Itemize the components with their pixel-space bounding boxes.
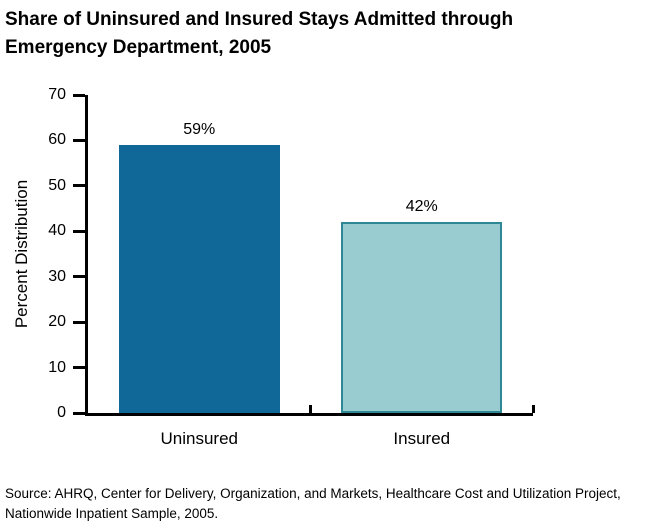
y-axis-tick-label: 70 <box>48 86 66 103</box>
y-axis-tick <box>73 229 85 233</box>
x-axis-tick <box>309 405 312 413</box>
y-axis-tick <box>73 93 85 97</box>
y-axis-tick <box>73 275 85 279</box>
bar-value-label: 42% <box>405 198 438 216</box>
source-note-line1: Source: AHRQ, Center for Delivery, Organ… <box>5 486 621 501</box>
y-axis-tick <box>73 184 85 188</box>
y-axis-tick-label: 30 <box>48 267 66 285</box>
y-axis-tick <box>73 138 85 142</box>
y-axis-tick <box>73 366 85 370</box>
y-axis-tick-label: 0 <box>57 404 66 421</box>
chart-title-line2: Emergency Department, 2005 <box>5 37 272 58</box>
x-axis-tick <box>531 405 535 413</box>
bar-uninsured <box>118 144 280 413</box>
bar-value-label: 59% <box>183 120 216 138</box>
y-axis-title: Percent Distribution <box>12 179 31 329</box>
source-note-line2: Nationwide Inpatient Sample, 2005. <box>5 506 219 521</box>
y-axis-line <box>85 95 88 416</box>
y-axis-tick-label: 60 <box>48 131 66 149</box>
bar-insured <box>341 222 503 413</box>
chart-title-line1: Share of Uninsured and Insured Stays Adm… <box>5 9 514 30</box>
y-axis-tick-label: 20 <box>48 313 66 331</box>
x-category-label: Insured <box>393 429 451 448</box>
y-axis-tick-label: 50 <box>48 176 66 194</box>
x-category-label: Uninsured <box>160 429 239 448</box>
y-axis-tick <box>73 320 85 324</box>
y-axis-tick-label: 10 <box>48 358 66 376</box>
chart-title: Share of Uninsured and Insured Stays Adm… <box>5 6 513 62</box>
y-axis-tick <box>73 411 85 415</box>
source-note: Source: AHRQ, Center for Delivery, Organ… <box>5 484 621 524</box>
x-axis-line <box>85 413 533 416</box>
y-axis-tick-label: 40 <box>48 222 66 240</box>
plot-area: 0 10 20 30 40 50 60 70 59% Uninsured 42% Insured <box>48 87 535 448</box>
